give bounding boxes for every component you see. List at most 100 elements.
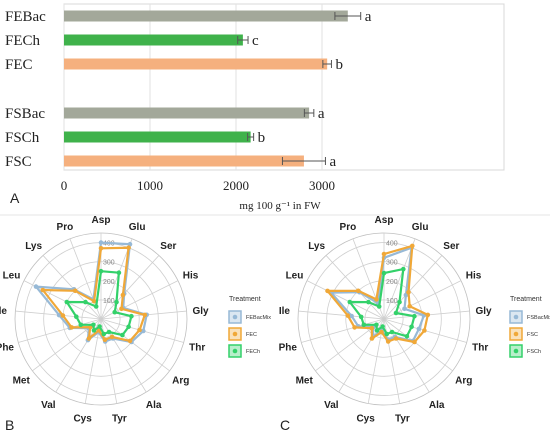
legend-label: FSC <box>527 332 538 338</box>
radar-point <box>385 339 391 344</box>
radar-point <box>347 299 353 305</box>
radar-axis-label: Asp <box>375 215 394 226</box>
panel-label-c: C <box>280 417 290 433</box>
radar-axis-label: Tyr <box>112 413 127 424</box>
radar-point <box>109 334 115 340</box>
category-label: FECh <box>5 33 41 49</box>
radar-axis-label: Glu <box>129 222 146 233</box>
radar-point <box>120 292 126 298</box>
radar-point <box>141 328 146 334</box>
radar-axis-label: Pro <box>340 222 357 233</box>
bar <box>64 155 304 167</box>
radar-point <box>381 251 387 257</box>
panel-label-b: B <box>5 417 14 433</box>
radar-axis-label: Phe <box>0 342 14 353</box>
radar-point <box>352 325 357 330</box>
significance-letter: a <box>329 154 336 170</box>
radar-point <box>379 329 384 335</box>
radar-point <box>106 329 112 335</box>
radar-point <box>91 298 97 304</box>
radar-axis-label: Lys <box>308 241 325 252</box>
radar-axis-label: Cys <box>356 413 375 424</box>
radar-axis-label: His <box>466 270 482 281</box>
radar-spoke <box>301 318 385 343</box>
radar-axis-label: Cys <box>73 413 92 424</box>
radar-point <box>137 327 142 333</box>
bar <box>64 10 348 22</box>
radar-ring-label: 300 <box>103 260 115 267</box>
radar-point <box>120 332 125 338</box>
radar-point <box>91 322 96 328</box>
radar-point <box>381 270 387 276</box>
radar-point <box>98 268 104 274</box>
bar <box>64 131 251 143</box>
legend-marker <box>232 314 238 320</box>
legend-label: FECh <box>246 349 260 355</box>
radar-point <box>116 270 122 276</box>
category-label: FSBac <box>5 106 45 122</box>
radar-point <box>69 325 74 330</box>
radar-axis-label: Lys <box>25 241 42 252</box>
legend-marker <box>513 331 519 337</box>
radar-point <box>376 304 382 309</box>
radar-point <box>384 331 390 337</box>
radar-point <box>142 312 148 318</box>
significance-letter: a <box>365 9 372 25</box>
radar-point <box>369 336 375 341</box>
radar-point <box>410 243 415 249</box>
significance-letter: b <box>258 130 266 146</box>
radar-point <box>86 336 92 341</box>
radar-spoke <box>383 318 453 372</box>
radar-point <box>127 241 133 247</box>
radar-spoke <box>100 318 170 372</box>
plot-frame <box>63 3 505 171</box>
legend-label: FSBacMix <box>527 315 550 321</box>
radar-series-line <box>326 244 429 344</box>
radar-ring-label: 200 <box>103 279 115 286</box>
category-label: FSCh <box>5 130 40 146</box>
bar-chart-panel: 0 1000 2000 3000 FEBac a FECh c FEC b FSBac a FSCh b F… <box>5 3 505 212</box>
legend-marker <box>513 348 519 354</box>
radar-point <box>349 313 354 319</box>
radar-point <box>397 299 402 305</box>
radar-point <box>389 329 395 335</box>
radar-axis-label: Arg <box>172 375 189 386</box>
radar-point <box>114 299 119 305</box>
radar-point <box>374 328 380 333</box>
radar-point <box>119 306 124 312</box>
radar-ring-label: 200 <box>386 279 398 286</box>
legend-label: FEC <box>246 332 257 338</box>
radar-chart-c: 100 200 300 400 Asp Glu Ser His Gly Thr Arg Ala Tyr C… <box>279 215 550 424</box>
radar-axis-label: Ala <box>429 400 445 411</box>
radar-point <box>393 310 399 316</box>
radar-point <box>412 339 417 345</box>
radar-axis-label: Leu <box>3 270 21 281</box>
radar-point <box>33 284 39 289</box>
radar-point <box>412 313 417 319</box>
radar-chart-b: 100200300400AspGluSerHisGlyThrArgAlaTyrC… <box>0 215 271 424</box>
radar-point <box>325 288 330 294</box>
radar-ring-label: 100 <box>386 298 398 305</box>
radar-point <box>126 324 131 330</box>
legend-marker <box>232 348 238 354</box>
x-tick-label: 3000 <box>309 178 335 193</box>
x-tick-label: 2000 <box>223 178 249 193</box>
radar-point <box>98 240 104 245</box>
radar-point <box>366 299 371 305</box>
radar-point <box>83 299 88 305</box>
radar-point <box>409 324 414 330</box>
radar-axis-label: Met <box>296 375 314 386</box>
radar-axis-label: Met <box>13 375 31 386</box>
radar-point <box>60 313 66 318</box>
radar-point <box>126 245 131 250</box>
radar-spoke <box>100 238 133 320</box>
radar-point <box>402 306 407 312</box>
radar-point <box>422 328 427 333</box>
legend-label: FEBacMix <box>246 315 271 321</box>
radar-point <box>358 314 364 320</box>
radar-axis-label: Leu <box>286 270 304 281</box>
category-label: FEC <box>5 57 33 73</box>
radar-axis-label: Ser <box>443 241 459 252</box>
x-axis-label: mg 100 g⁻¹ in FW <box>239 200 321 212</box>
